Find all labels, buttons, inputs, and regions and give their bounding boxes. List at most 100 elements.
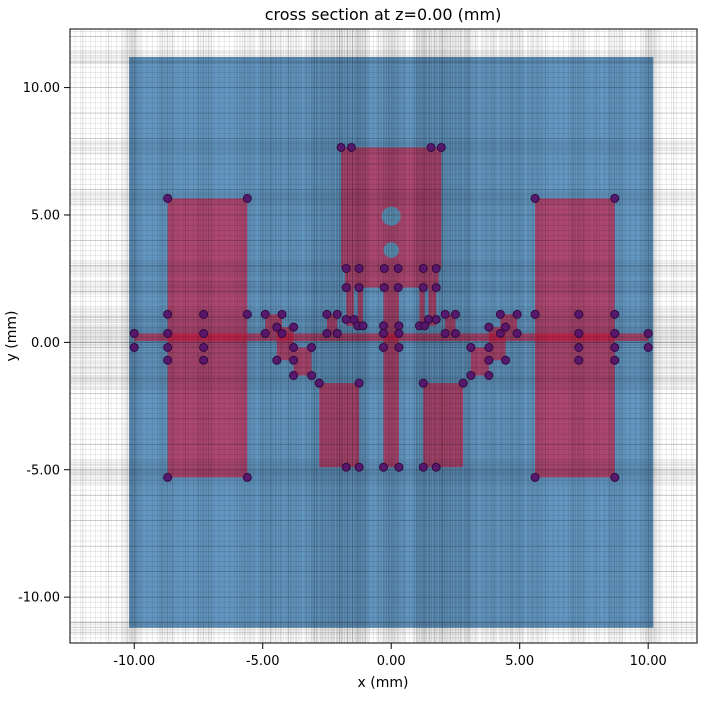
vertex-point bbox=[341, 283, 351, 293]
vertex-point bbox=[484, 370, 494, 380]
y-tick-label: 0.00 bbox=[31, 336, 60, 351]
vertex-point bbox=[163, 342, 173, 352]
substrate-hole bbox=[381, 206, 401, 226]
vertex-point bbox=[394, 328, 404, 338]
y-tick-label: -5.00 bbox=[26, 463, 60, 478]
vertex-point bbox=[272, 322, 282, 332]
vertex-point bbox=[289, 370, 299, 380]
vertex-point bbox=[420, 321, 430, 331]
substrate-hole bbox=[383, 242, 399, 258]
metal-region bbox=[344, 268, 439, 288]
vertex-point bbox=[393, 283, 403, 293]
vertex-point bbox=[484, 342, 494, 352]
vertex-point bbox=[163, 328, 173, 338]
vertex-point bbox=[341, 462, 351, 472]
y-tick-label: 10.00 bbox=[23, 81, 60, 96]
vertex-point bbox=[610, 193, 620, 203]
vertex-point bbox=[431, 263, 441, 273]
vertex-point bbox=[418, 283, 428, 293]
vertex-point bbox=[379, 263, 389, 273]
chart-title: cross section at z=0.00 (mm) bbox=[265, 5, 502, 24]
vertex-point bbox=[643, 342, 653, 352]
vertex-point bbox=[163, 355, 173, 365]
vertex-point bbox=[466, 342, 476, 352]
vertex-point bbox=[574, 342, 584, 352]
vertex-point bbox=[394, 342, 404, 352]
metal-region bbox=[419, 287, 425, 326]
metal-region bbox=[470, 347, 489, 376]
vertex-point bbox=[272, 355, 282, 365]
vertex-point bbox=[379, 462, 388, 472]
vertex-point bbox=[466, 370, 476, 380]
vertex-point bbox=[349, 314, 359, 324]
metal-region bbox=[293, 347, 312, 376]
vertex-point bbox=[530, 193, 540, 203]
vertex-point bbox=[530, 472, 540, 482]
vertex-point bbox=[358, 321, 368, 331]
vertex-point bbox=[418, 462, 428, 472]
x-tick-label: 0.00 bbox=[377, 654, 406, 669]
x-tick-label: -5.00 bbox=[246, 654, 280, 669]
vertex-point bbox=[512, 309, 522, 319]
vertex-point bbox=[643, 328, 653, 338]
x-tick-label: 10.00 bbox=[630, 654, 667, 669]
vertex-point bbox=[379, 321, 388, 331]
vertex-point bbox=[199, 309, 209, 319]
y-axis-label: y (mm) bbox=[4, 311, 20, 362]
vertex-point bbox=[354, 263, 364, 273]
vertex-point bbox=[163, 309, 173, 319]
x-tick-label: -10.00 bbox=[113, 654, 155, 669]
vertex-point bbox=[501, 355, 511, 365]
vertex-point bbox=[394, 462, 404, 472]
vertex-point bbox=[450, 328, 460, 338]
metal-region bbox=[428, 287, 437, 326]
vertex-point bbox=[242, 472, 252, 482]
vertex-point bbox=[332, 328, 342, 338]
vertex-point bbox=[431, 314, 441, 324]
metal-region bbox=[445, 314, 456, 334]
vertex-point bbox=[163, 472, 173, 482]
mesh-layer bbox=[70, 29, 697, 643]
vertex-point bbox=[260, 328, 270, 338]
vertex-point bbox=[199, 355, 209, 365]
vertex-point bbox=[242, 309, 252, 319]
vertex-point bbox=[379, 283, 389, 293]
vertex-point bbox=[277, 328, 287, 338]
vertex-point bbox=[431, 283, 441, 293]
vertex-point bbox=[574, 355, 584, 365]
vertex-point bbox=[336, 142, 346, 152]
metal-region bbox=[423, 383, 464, 468]
vertex-point bbox=[574, 309, 584, 319]
vertex-point bbox=[341, 314, 351, 324]
vertex-point bbox=[129, 342, 139, 352]
x-tick-label: 5.00 bbox=[505, 654, 534, 669]
vertex-point bbox=[484, 322, 494, 332]
vertex-point bbox=[418, 263, 428, 273]
vertex-point bbox=[512, 328, 522, 338]
vertex-point bbox=[322, 309, 332, 319]
vertex-point bbox=[354, 462, 364, 472]
vertex-point bbox=[341, 263, 351, 273]
vertex-point bbox=[450, 309, 460, 319]
vertex-point bbox=[354, 378, 364, 388]
vertex-point bbox=[418, 378, 428, 388]
vertex-point bbox=[129, 328, 139, 338]
vertex-point bbox=[260, 309, 270, 319]
vertex-point bbox=[426, 142, 436, 152]
vertex-point bbox=[436, 142, 446, 152]
vertex-point bbox=[379, 342, 388, 352]
vertex-point bbox=[495, 309, 505, 319]
vertex-point bbox=[458, 378, 468, 388]
vertex-point bbox=[332, 309, 342, 319]
metal-region bbox=[319, 383, 360, 468]
vertex-point bbox=[322, 328, 332, 338]
regions-layer bbox=[129, 57, 654, 628]
vertex-point bbox=[289, 355, 299, 365]
vertex-point bbox=[199, 328, 209, 338]
vertex-point bbox=[307, 370, 317, 380]
vertex-point bbox=[495, 328, 505, 338]
y-tick-label: 5.00 bbox=[31, 208, 60, 223]
y-tick-label: -10.00 bbox=[18, 591, 60, 606]
